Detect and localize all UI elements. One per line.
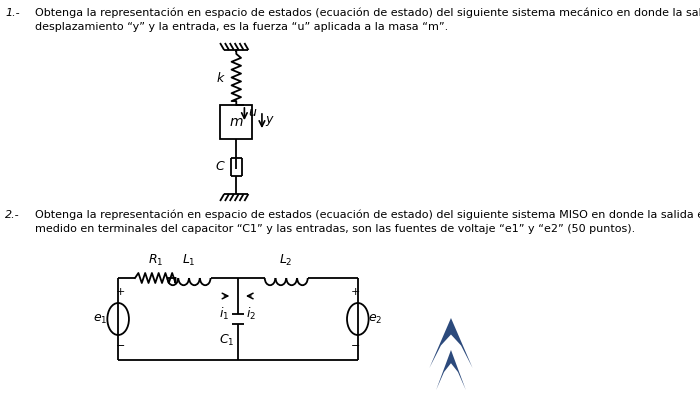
Text: $e_1$: $e_1$ [93,312,108,326]
Text: $R_1$: $R_1$ [148,253,163,268]
Text: $i_1$: $i_1$ [219,306,229,322]
Text: $C$: $C$ [215,160,225,173]
Polygon shape [429,318,472,368]
Text: +: + [116,287,125,297]
Text: $i_2$: $i_2$ [246,306,256,322]
Text: $u$: $u$ [248,107,257,119]
Text: medido en terminales del capacitor “C1” y las entradas, son las fuentes de volta: medido en terminales del capacitor “C1” … [35,224,636,234]
Bar [220,105,253,139]
Text: $y$: $y$ [265,114,275,128]
Text: $L_2$: $L_2$ [279,253,293,268]
Text: $C_1$: $C_1$ [219,333,234,348]
Text: $e_2$: $e_2$ [368,312,382,326]
Text: +: + [351,287,360,297]
Text: 1.-: 1.- [6,8,20,18]
Text: $L_1$: $L_1$ [182,253,196,268]
Text: −: − [351,341,360,351]
Text: Obtenga la representación en espacio de estados (ecuación de estado) del siguien: Obtenga la representación en espacio de … [35,210,700,220]
Text: 2.-: 2.- [6,210,20,220]
Polygon shape [436,350,466,390]
Text: −: − [116,341,125,351]
Text: desplazamiento “y” y la entrada, es la fuerza “u” aplicada a la masa “m”.: desplazamiento “y” y la entrada, es la f… [35,22,449,32]
Text: $k$: $k$ [216,70,225,84]
Text: $m$: $m$ [229,115,244,129]
Text: Obtenga la representación en espacio de estados (ecuación de estado) del siguien: Obtenga la representación en espacio de … [35,8,700,18]
